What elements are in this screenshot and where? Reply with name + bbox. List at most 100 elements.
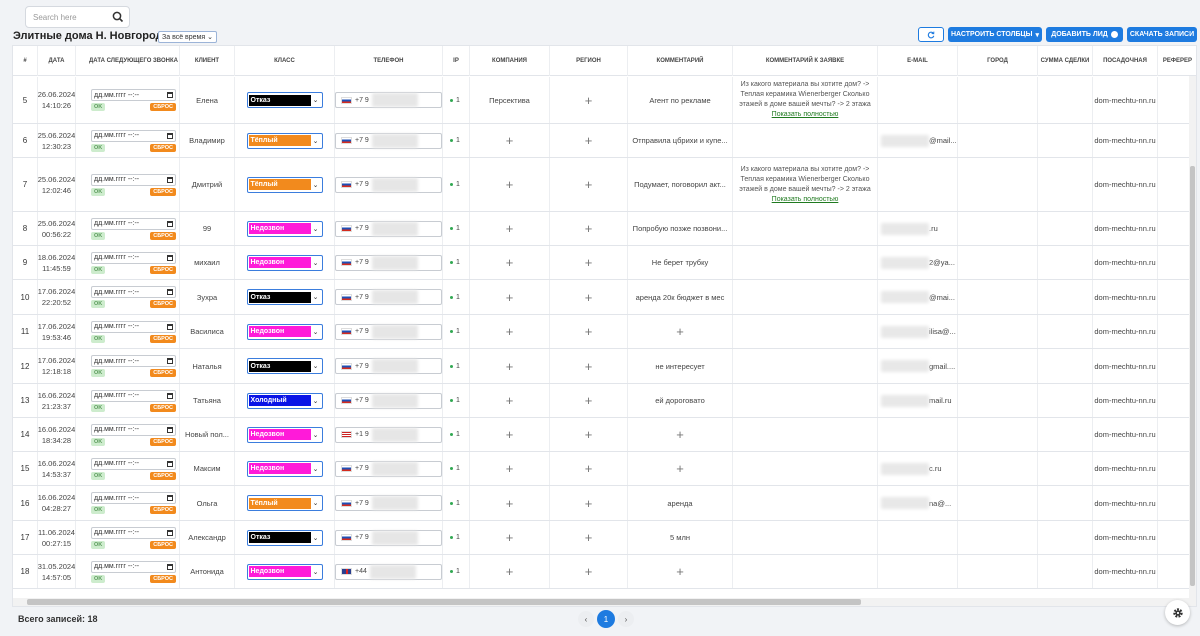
phone-input[interactable]: +7 9 bbox=[335, 176, 442, 193]
show-full-link[interactable]: Показать полностью bbox=[771, 111, 839, 118]
ok-button[interactable]: OK bbox=[91, 187, 106, 196]
horizontal-scrollbar[interactable] bbox=[13, 598, 1196, 606]
company-value[interactable]: + bbox=[505, 495, 514, 511]
ok-button[interactable]: OK bbox=[91, 334, 106, 343]
reset-button[interactable]: СБРОС bbox=[150, 265, 176, 274]
comment-value[interactable]: + bbox=[676, 461, 684, 476]
ok-button[interactable]: OK bbox=[91, 143, 106, 152]
next-call-input[interactable]: дд.мм.гггг --:-- bbox=[91, 389, 176, 402]
ok-button[interactable]: OK bbox=[91, 506, 106, 514]
next-call-input[interactable]: дд.мм.гггг --:-- bbox=[91, 492, 176, 504]
company-value[interactable]: + bbox=[505, 461, 514, 476]
class-select[interactable]: Отказ ⌄ bbox=[246, 529, 323, 546]
next-call-input[interactable]: дд.мм.гггг --:-- bbox=[91, 173, 176, 186]
class-select[interactable]: Недозвон ⌄ bbox=[246, 563, 323, 580]
landing-value[interactable]: dom-mechtu-nn.ru bbox=[1094, 567, 1156, 576]
region-value[interactable]: + bbox=[584, 358, 593, 374]
header-col-company[interactable]: КОМПАНИЯ bbox=[470, 46, 550, 76]
landing-value[interactable]: dom-mechtu-nn.ru bbox=[1094, 430, 1156, 439]
phone-input[interactable]: +7 9 bbox=[335, 392, 442, 409]
header-col-email[interactable]: E-MAIL bbox=[878, 46, 958, 76]
region-value[interactable]: + bbox=[584, 255, 593, 270]
table-row[interactable]: 6 25.06.2024 12:30:23 дд.мм.гггг --:-- OK СБР… bbox=[13, 124, 1196, 158]
phone-input[interactable]: +7 9 bbox=[335, 358, 442, 374]
landing-value[interactable]: dom-mechtu-nn.ru bbox=[1094, 533, 1156, 542]
landing-value[interactable]: dom-mechtu-nn.ru bbox=[1094, 464, 1156, 473]
company-value[interactable]: + bbox=[505, 358, 514, 374]
region-value[interactable]: + bbox=[584, 133, 593, 148]
reset-button[interactable]: СБРОС bbox=[150, 471, 176, 480]
region-value[interactable]: + bbox=[584, 177, 593, 192]
reset-button[interactable]: СБРОС bbox=[150, 187, 176, 196]
header-col-date[interactable]: ДАТА bbox=[38, 46, 76, 76]
header-col-ip[interactable]: IP bbox=[443, 46, 470, 76]
table-row[interactable]: 5 26.06.2024 14:10:26 дд.мм.гггг --:-- OK СБР… bbox=[13, 77, 1196, 124]
company-value[interactable]: + bbox=[505, 177, 514, 192]
next-call-input[interactable]: дд.мм.гггг --:-- bbox=[91, 457, 176, 470]
landing-value[interactable]: dom-mechtu-nn.ru bbox=[1094, 396, 1156, 405]
region-value[interactable]: + bbox=[584, 324, 593, 339]
table-row[interactable]: 15 16.06.2024 14:53:37 дд.мм.гггг --:-- OK СБ… bbox=[13, 452, 1196, 486]
next-call-input[interactable]: дд.мм.гггг --:-- bbox=[91, 286, 176, 298]
header-col-phone[interactable]: ТЕЛЕФОН bbox=[335, 46, 443, 76]
class-select[interactable]: Отказ ⌄ bbox=[246, 358, 323, 374]
next-call-input[interactable]: дд.мм.гггг --:-- bbox=[91, 251, 176, 264]
ok-button[interactable]: OK bbox=[91, 265, 106, 274]
configure-columns-button[interactable]: НАСТРОИТЬ СТОЛБЦЫ ▾ bbox=[948, 27, 1042, 42]
landing-value[interactable]: dom-mechtu-nn.ru bbox=[1094, 292, 1156, 302]
search-input[interactable]: Search here bbox=[25, 6, 130, 28]
landing-value[interactable]: dom-mechtu-nn.ru bbox=[1094, 258, 1156, 267]
next-call-input[interactable]: дд.мм.гггг --:-- bbox=[91, 355, 176, 367]
header-col-application-comment[interactable]: КОММЕНТАРИЙ К ЗАЯВКЕ bbox=[733, 46, 878, 76]
landing-value[interactable]: dom-mechtu-nn.ru bbox=[1094, 136, 1156, 145]
landing-value[interactable]: dom-mechtu-nn.ru bbox=[1094, 361, 1156, 371]
ok-button[interactable]: OK bbox=[91, 437, 106, 446]
class-select[interactable]: Тёплый ⌄ bbox=[246, 132, 323, 149]
company-value[interactable]: + bbox=[505, 255, 514, 270]
ok-button[interactable]: OK bbox=[91, 471, 106, 480]
landing-value[interactable]: dom-mechtu-nn.ru bbox=[1094, 327, 1156, 336]
comment-value[interactable]: + bbox=[676, 324, 684, 339]
class-select[interactable]: Тёплый ⌄ bbox=[246, 495, 323, 511]
class-select[interactable]: Недозвон ⌄ bbox=[246, 460, 323, 477]
reset-button[interactable]: СБРОС bbox=[150, 334, 176, 343]
header-col-number[interactable]: # bbox=[13, 46, 38, 76]
landing-value[interactable]: dom-mechtu-nn.ru bbox=[1094, 95, 1156, 105]
region-value[interactable]: + bbox=[584, 530, 593, 545]
next-call-input[interactable]: дд.мм.гггг --:-- bbox=[91, 129, 176, 142]
company-value[interactable]: + bbox=[505, 324, 514, 339]
landing-value[interactable]: dom-mechtu-nn.ru bbox=[1094, 224, 1156, 233]
company-value[interactable]: + bbox=[505, 427, 514, 442]
phone-input[interactable]: +7 9 bbox=[335, 495, 442, 511]
vertical-scroll-thumb[interactable] bbox=[1190, 166, 1195, 586]
vertical-scrollbar[interactable] bbox=[1189, 76, 1196, 606]
header-col-client[interactable]: КЛИЕНТ bbox=[180, 46, 235, 76]
table-row[interactable]: 16 16.06.2024 04:28:27 дд.мм.гггг --:-- OK СБ… bbox=[13, 486, 1196, 521]
phone-input[interactable]: +7 9 bbox=[335, 220, 442, 237]
ok-button[interactable]: OK bbox=[91, 231, 106, 240]
region-value[interactable]: + bbox=[584, 221, 593, 236]
reset-button[interactable]: СБРОС bbox=[150, 506, 176, 514]
refresh-button[interactable] bbox=[918, 27, 944, 42]
reset-button[interactable]: СБРОС bbox=[150, 437, 176, 446]
header-col-class[interactable]: КЛАСС bbox=[235, 46, 335, 76]
class-select[interactable]: Отказ ⌄ bbox=[246, 92, 323, 108]
reset-button[interactable]: СБРОС bbox=[150, 574, 176, 583]
header-col-deal-sum[interactable]: СУММА СДЕЛКИ bbox=[1038, 46, 1093, 76]
table-row[interactable]: 13 16.06.2024 21:23:37 дд.мм.гггг --:-- OK СБ… bbox=[13, 384, 1196, 418]
show-full-link[interactable]: Показать полностью bbox=[771, 195, 839, 203]
next-call-input[interactable]: дд.мм.гггг --:-- bbox=[91, 217, 176, 230]
header-col-city[interactable]: ГОРОД bbox=[958, 46, 1038, 76]
ok-button[interactable]: OK bbox=[91, 403, 106, 412]
reset-button[interactable]: СБРОС bbox=[150, 231, 176, 240]
comment-value[interactable]: + bbox=[676, 564, 684, 579]
header-col-region[interactable]: РЕГИОН bbox=[550, 46, 628, 76]
reset-button[interactable]: СБРОС bbox=[150, 403, 176, 412]
phone-input[interactable]: +7 9 bbox=[335, 460, 442, 477]
ok-button[interactable]: OK bbox=[91, 540, 106, 549]
company-value[interactable]: + bbox=[505, 133, 514, 148]
ok-button[interactable]: OK bbox=[91, 369, 106, 377]
next-call-input[interactable]: дд.мм.гггг --:-- bbox=[91, 423, 176, 436]
table-row[interactable]: 11 17.06.2024 19:53:46 дд.мм.гггг --:-- OK СБ… bbox=[13, 315, 1196, 349]
landing-value[interactable]: dom-mechtu-nn.ru bbox=[1094, 180, 1156, 189]
